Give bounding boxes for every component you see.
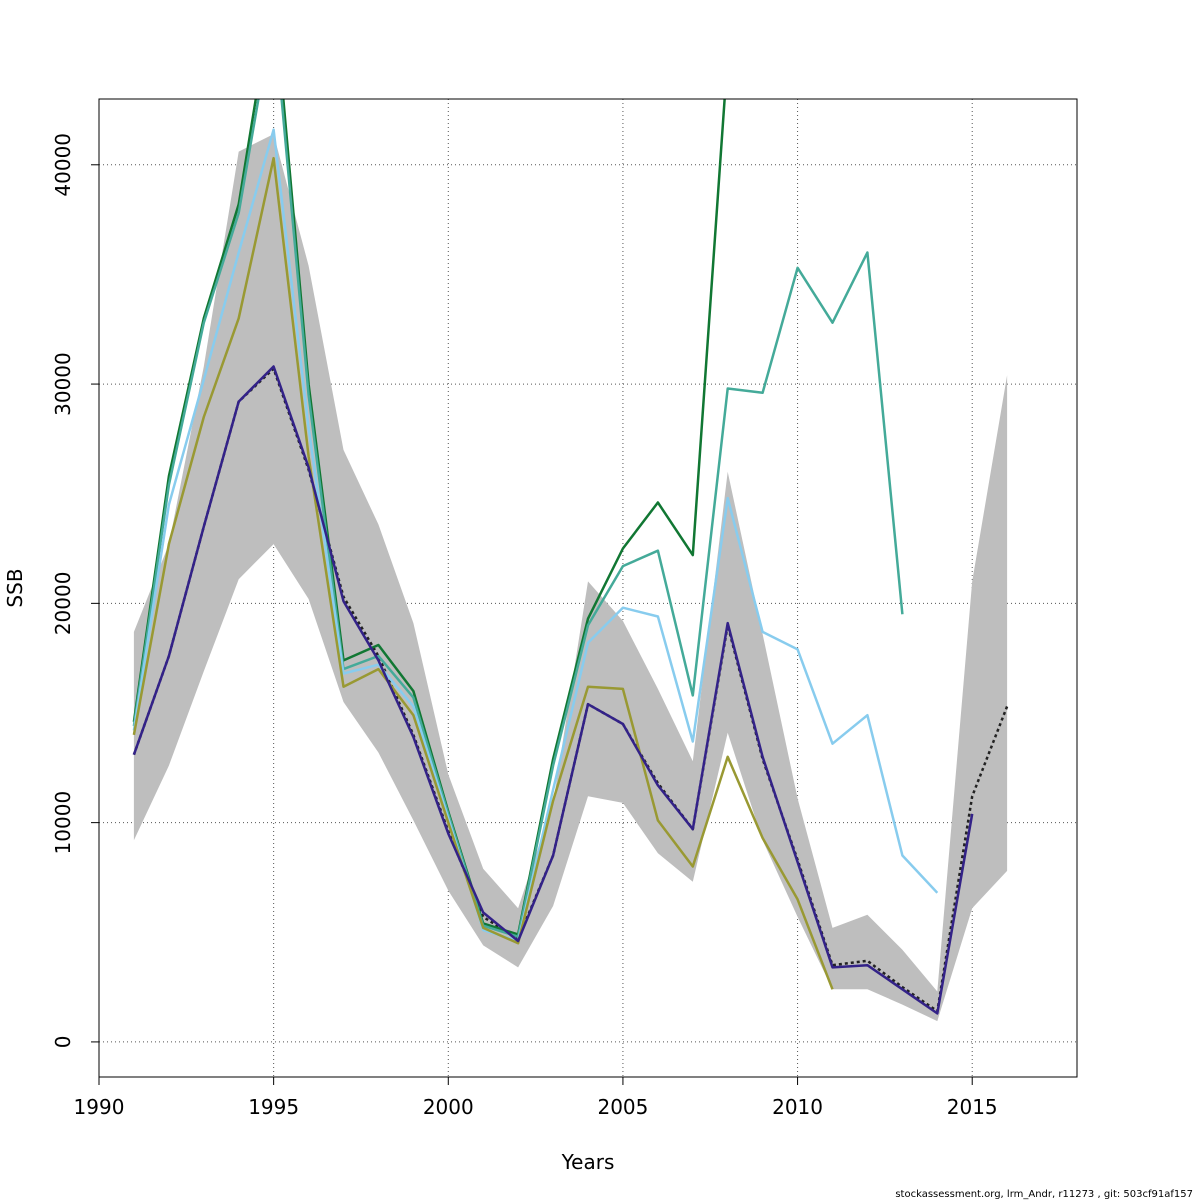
series-layer bbox=[132, 99, 1009, 1015]
series-line-5 bbox=[132, 365, 974, 1015]
x-tick-label-1995: 1995 bbox=[248, 1095, 299, 1119]
x-tick-label-2015: 2015 bbox=[947, 1095, 998, 1119]
y-tick-label-30000: 30000 bbox=[51, 352, 75, 416]
x-tick-label-2000: 2000 bbox=[423, 1095, 474, 1119]
series-line-1 bbox=[132, 99, 726, 936]
confidence-band-layer bbox=[133, 134, 1008, 1022]
x-tick-label-2010: 2010 bbox=[772, 1095, 823, 1119]
x-axis: 1990 1995 2000 2005 2010 2015 bbox=[74, 1076, 998, 1119]
series-line-3 bbox=[132, 128, 939, 943]
y-tick-label-0: 0 bbox=[51, 1036, 75, 1049]
y-tick-label-40000: 40000 bbox=[51, 133, 75, 197]
y-tick-label-10000: 10000 bbox=[51, 791, 75, 855]
y-axis: 0 10000 20000 30000 40000 bbox=[51, 133, 99, 1048]
x-tick-label-2005: 2005 bbox=[597, 1095, 648, 1119]
x-tick-label-1990: 1990 bbox=[74, 1095, 125, 1119]
y-axis-label: SSB bbox=[3, 568, 27, 607]
series-line-4 bbox=[132, 156, 834, 990]
y-tick-label-20000: 20000 bbox=[51, 572, 75, 636]
footer-credit: stockassessment.org, lrm_Andr, r11273 , … bbox=[895, 1189, 1193, 1200]
confidence-band bbox=[133, 134, 1008, 1022]
x-axis-label: Years bbox=[561, 1150, 615, 1174]
